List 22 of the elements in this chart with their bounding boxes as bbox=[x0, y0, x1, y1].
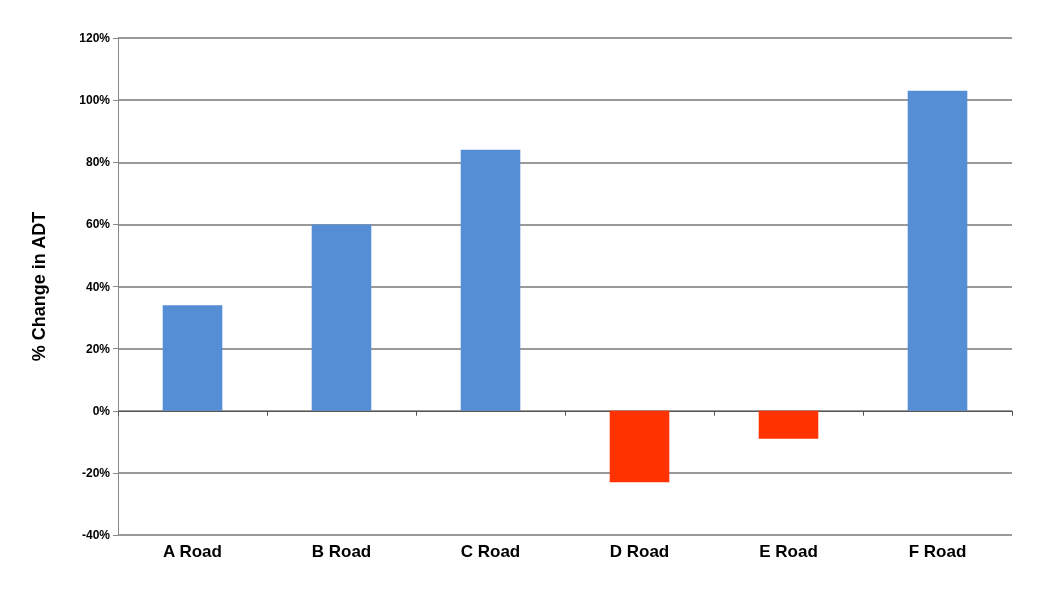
y-tick-label: 100% bbox=[79, 93, 111, 108]
y-tick-label: -40% bbox=[81, 528, 111, 542]
bar bbox=[609, 410, 670, 483]
bar bbox=[311, 224, 372, 411]
bar bbox=[907, 90, 968, 411]
x-tick-label: F Road bbox=[908, 542, 967, 561]
bar bbox=[460, 149, 521, 411]
y-tick-label: 0% bbox=[92, 403, 111, 418]
y-tick-label: 60% bbox=[85, 217, 111, 232]
x-tick-label: E Road bbox=[759, 542, 818, 561]
x-tick-label: D Road bbox=[609, 542, 670, 561]
y-axis-title: % Change in ADT bbox=[29, 211, 49, 362]
x-tick-label: B Road bbox=[311, 542, 372, 561]
y-tick-label: 80% bbox=[85, 155, 111, 170]
y-tick-label: 20% bbox=[85, 341, 111, 356]
x-tick-label: C Road bbox=[460, 542, 521, 561]
y-tick-label: 120% bbox=[79, 31, 111, 45]
bar bbox=[758, 410, 819, 439]
x-tick-label: A Road bbox=[163, 542, 222, 561]
y-tick-label: -20% bbox=[81, 465, 111, 480]
bar bbox=[162, 305, 223, 411]
y-tick-label: 40% bbox=[85, 279, 111, 294]
